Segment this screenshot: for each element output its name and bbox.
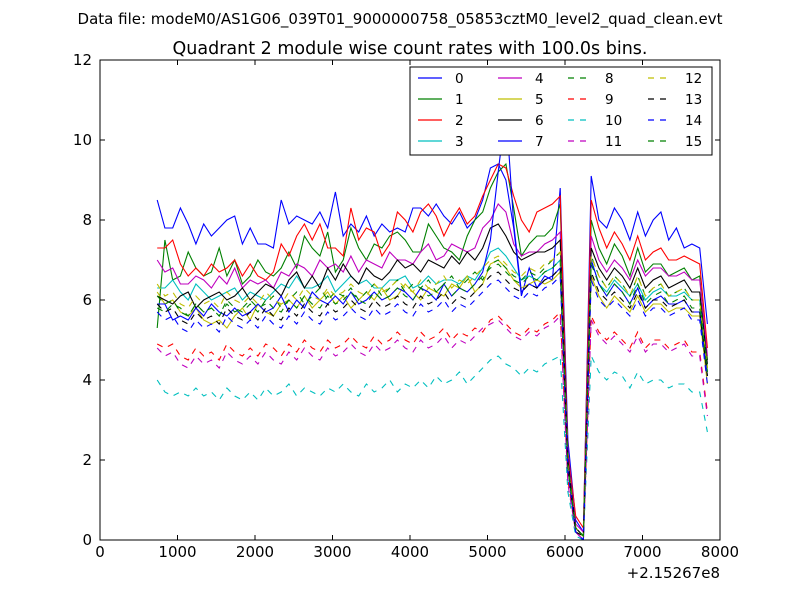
legend-label-12: 12 xyxy=(685,71,702,87)
legend-label-3: 3 xyxy=(455,134,464,150)
series-line-14 xyxy=(156,274,708,540)
y-tick-label: 2 xyxy=(82,451,92,469)
series-line-0 xyxy=(156,163,708,534)
x-offset-label: +2.15267e8 xyxy=(627,564,720,582)
legend-label-10: 10 xyxy=(605,113,622,129)
y-tick-label: 4 xyxy=(82,371,92,389)
legend-label-1: 1 xyxy=(455,92,464,108)
plot-area: 0 1000 2000 3000 4000 5000 6000 7000 80000246810… xyxy=(73,51,739,582)
x-tick-label: 7000 xyxy=(623,543,661,561)
series-line-1 xyxy=(156,162,708,538)
x-tick-label: 8000 xyxy=(701,543,739,561)
y-tick-label: 6 xyxy=(82,291,92,309)
y-tick-label: 8 xyxy=(82,211,92,229)
legend-label-5: 5 xyxy=(535,92,544,108)
data-file-suptitle: Data file: modeM0/AS1G06_039T01_90000007… xyxy=(78,10,723,29)
legend-label-4: 4 xyxy=(535,71,544,87)
y-tick-label: 0 xyxy=(82,531,92,549)
series-line-15 xyxy=(156,258,708,538)
series-line-8 xyxy=(156,250,708,538)
legend-label-15: 15 xyxy=(685,134,702,150)
legend-box xyxy=(409,66,713,156)
series-line-3 xyxy=(157,247,708,537)
x-tick-label: 6000 xyxy=(546,543,584,561)
series-line-4 xyxy=(156,203,708,534)
series-line-5 xyxy=(156,259,708,537)
series-line-11 xyxy=(156,314,708,540)
series-line-13 xyxy=(156,266,708,537)
series-line-7 xyxy=(157,107,708,540)
legend-label-8: 8 xyxy=(605,71,614,87)
legend-label-11: 11 xyxy=(605,134,622,150)
x-tick-label: 3000 xyxy=(313,543,351,561)
legend-label-7: 7 xyxy=(535,134,544,150)
x-tick-label: 0 xyxy=(95,543,105,561)
legend-label-0: 0 xyxy=(455,71,464,87)
series-layer xyxy=(156,107,708,540)
legend-label-9: 9 xyxy=(605,92,614,108)
x-tick-label: 4000 xyxy=(391,543,429,561)
series-line-2 xyxy=(157,163,708,530)
legend-label-6: 6 xyxy=(535,113,544,129)
y-tick-label: 10 xyxy=(73,131,92,149)
x-tick-label: 2000 xyxy=(236,543,274,561)
legend-label-14: 14 xyxy=(685,113,702,129)
y-tick-label: 12 xyxy=(73,51,92,69)
series-line-10 xyxy=(156,355,708,540)
series-line-9 xyxy=(156,310,708,540)
chart-title: Quadrant 2 module wise count rates with … xyxy=(173,39,648,59)
x-tick-label: 5000 xyxy=(468,543,506,561)
x-tick-label: 1000 xyxy=(158,543,196,561)
ticks-layer: 0 1000 2000 3000 4000 5000 6000 7000 80000246810… xyxy=(73,51,739,561)
legend-label-13: 13 xyxy=(685,92,702,108)
legend-label-2: 2 xyxy=(455,113,464,129)
